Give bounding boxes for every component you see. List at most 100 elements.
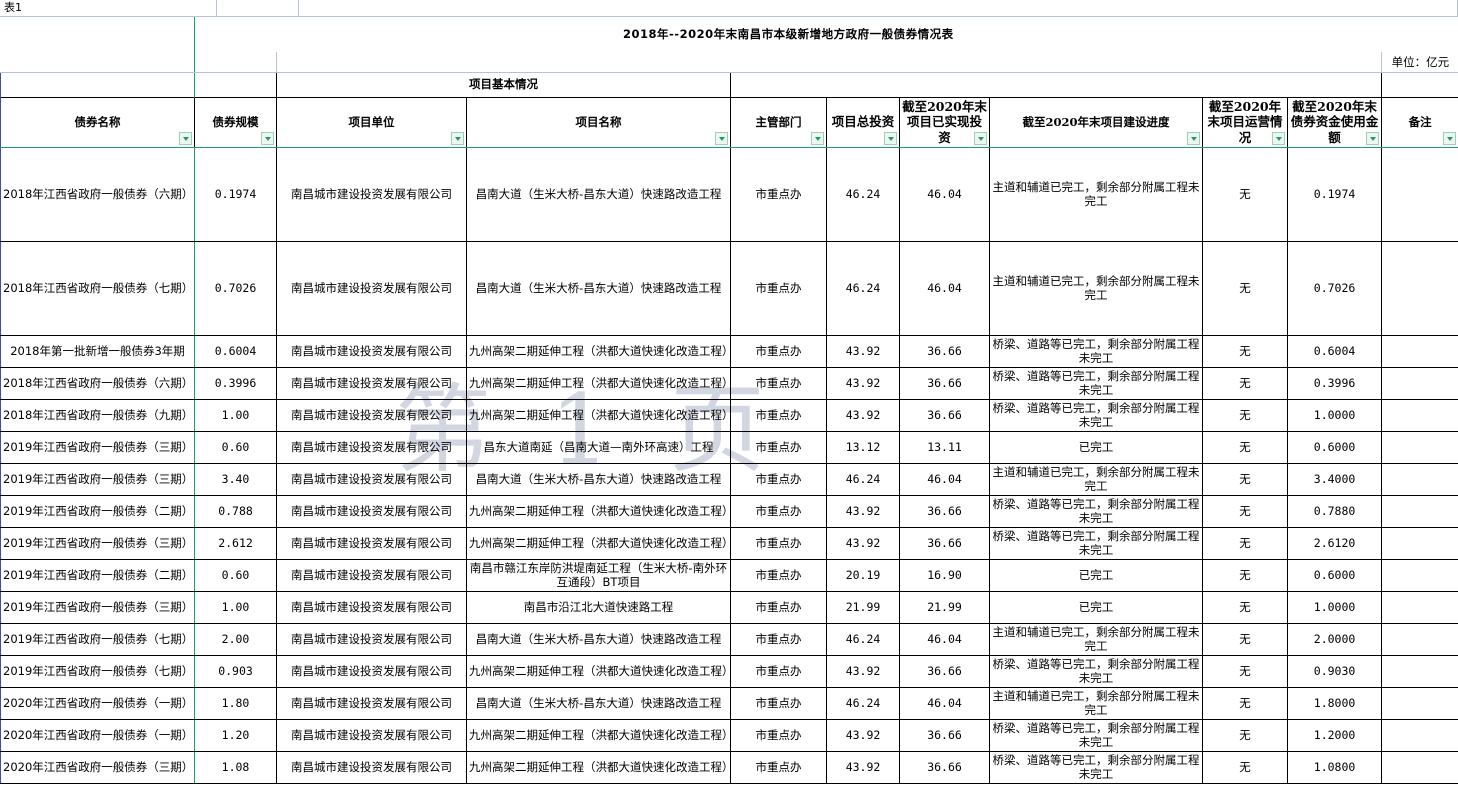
cell-project-name: 九州高架二期延伸工程（洪都大道快速化改造工程） [466,718,731,752]
cell-realized-invest: 36.66 [899,398,990,432]
cell-realized-invest: 13.11 [899,430,990,464]
cell-bond-name: 2019年江西省政府一般债券（二期） [0,494,195,528]
group-header-row: 项目基本情况 [0,71,1458,98]
cell-total-invest: 46.24 [826,462,900,496]
cell-bond-name: 2020年江西省政府一般债券（一期） [0,718,195,752]
cell-bond-scale: 2.612 [194,526,277,560]
table-row[interactable]: 2019年江西省政府一般债券（二期） 0.788 南昌城市建设投资发展有限公司 九州高… [0,494,1458,528]
cell-total-invest: 43.92 [826,750,900,784]
cell-progress: 主道和辅道已完工，剩余部分附属工程未完工 [989,462,1203,496]
cell-project-unit: 南昌城市建设投资发展有限公司 [276,240,467,336]
cell-project-unit: 南昌城市建设投资发展有限公司 [276,462,467,496]
title-spacer-left [0,17,195,52]
filter-dropdown-icon[interactable] [1443,131,1457,145]
col-header-remark-label: 备注 [1408,114,1432,129]
filter-dropdown-icon[interactable] [451,131,464,145]
filter-dropdown-icon[interactable] [974,131,987,145]
cell-total-invest: 43.92 [826,654,900,688]
cell-project-unit: 南昌城市建设投资发展有限公司 [276,718,467,752]
col-header-bond-used[interactable]: 截至2020年末债券资金使用金额 [1286,96,1383,148]
col-header-dept[interactable]: 主管部门 [730,96,827,148]
col-header-progress[interactable]: 截至2020年末项目建设进度 [989,96,1203,148]
table-row[interactable]: 2018年江西省政府一般债券（六期） 0.1974 南昌城市建设投资发展有限公司 昌南… [0,146,1458,242]
table-row[interactable]: 2018年江西省政府一般债券（七期） 0.7026 南昌城市建设投资发展有限公司 昌南… [0,240,1458,336]
cell-dept: 市重点办 [730,686,827,720]
cell-remark [1381,718,1458,752]
cell-bond-scale: 1.00 [194,590,277,624]
cell-total-invest: 21.99 [826,590,900,624]
cell-operation: 无 [1202,558,1288,592]
cell-operation: 无 [1202,430,1288,464]
filter-dropdown-icon[interactable] [179,131,192,145]
col-header-remark[interactable]: 备注 [1381,96,1458,148]
cell-project-unit: 南昌城市建设投资发展有限公司 [276,398,467,432]
table-row[interactable]: 2019年江西省政府一般债券（三期） 0.60 南昌城市建设投资发展有限公司 昌东大道… [0,430,1458,464]
cell-bond-name: 2018年江西省政府一般债券（九期） [0,398,195,432]
cell-operation: 无 [1202,494,1288,528]
table-row[interactable]: 2018年江西省政府一般债券（六期） 0.3996 南昌城市建设投资发展有限公司 九州… [0,366,1458,400]
filter-dropdown-icon[interactable] [715,131,728,145]
table-row[interactable]: 2019年江西省政府一般债券（三期） 1.00 南昌城市建设投资发展有限公司 南昌市沿… [0,590,1458,624]
cell-bond-name: 2018年江西省政府一般债券（七期） [0,240,195,336]
table-row[interactable]: 2019年江西省政府一般债券（三期） 3.40 南昌城市建设投资发展有限公司 昌南大道… [0,462,1458,496]
cell-dept: 市重点办 [730,558,827,592]
table-row[interactable]: 2018年第一批新增一般债券3年期 0.6004 南昌城市建设投资发展有限公司 九州高… [0,334,1458,368]
cell-operation: 无 [1202,146,1288,242]
cell-bond-scale: 1.20 [194,718,277,752]
col-header-bond-scale-label: 债券规模 [212,114,259,129]
cell-bond-scale: 1.00 [194,398,277,432]
table-row[interactable]: 2019年江西省政府一般债券（七期） 2.00 南昌城市建设投资发展有限公司 昌南大道… [0,622,1458,656]
cell-dept: 市重点办 [730,430,827,464]
col-header-total-invest-label: 项目总投资 [831,114,895,130]
cell-dept: 市重点办 [730,366,827,400]
col-header-total-invest[interactable]: 项目总投资 [826,96,900,148]
cell-progress: 已完工 [989,558,1203,592]
cell-project-name: 九州高架二期延伸工程（洪都大道快速化改造工程） [466,750,731,784]
table-row[interactable]: 2018年江西省政府一般债券（九期） 1.00 南昌城市建设投资发展有限公司 九州高架… [0,398,1458,432]
col-header-project-name[interactable]: 项目名称 [466,96,731,148]
col-header-project-name-label: 项目名称 [575,114,622,129]
sheet-tab-label[interactable]: 表1 [4,1,22,14]
column-header-row: 债券名称 债券规模 项目单位 项目名称 主管部门 项目总投资 [0,96,1458,148]
cell-dept: 市重点办 [730,398,827,432]
cell-project-unit: 南昌城市建设投资发展有限公司 [276,590,467,624]
cell-remark [1381,334,1458,368]
table-row[interactable]: 2020年江西省政府一般债券（一期） 1.20 南昌城市建设投资发展有限公司 九州高架… [0,718,1458,752]
col-header-project-unit[interactable]: 项目单位 [276,96,467,148]
unit-spacer-c [276,52,1288,73]
cell-project-unit: 南昌城市建设投资发展有限公司 [276,622,467,656]
col-header-operation-label: 截至2020年末项目运营情况 [1207,99,1283,145]
cell-realized-invest: 36.66 [899,750,990,784]
cell-realized-invest: 36.66 [899,718,990,752]
cell-project-name: 昌南大道（生米大桥-昌东大道）快速路改造工程 [466,240,731,336]
col-header-operation[interactable]: 截至2020年末项目运营情况 [1202,96,1288,148]
cell-project-name: 九州高架二期延伸工程（洪都大道快速化改造工程） [466,334,731,368]
table-row[interactable]: 2019年江西省政府一般债券（二期） 0.60 南昌城市建设投资发展有限公司 南昌市赣… [0,558,1458,592]
cell-total-invest: 46.24 [826,686,900,720]
cell-operation: 无 [1202,240,1288,336]
filter-dropdown-icon[interactable] [1187,131,1200,145]
col-header-bond-scale[interactable]: 债券规模 [194,96,277,148]
cell-remark [1381,494,1458,528]
table-row[interactable]: 2020年江西省政府一般债券（一期） 1.80 南昌城市建设投资发展有限公司 昌南大道… [0,686,1458,720]
cell-bond-name: 2019年江西省政府一般债券（三期） [0,462,195,496]
filter-dropdown-icon[interactable] [261,131,274,145]
cell-project-unit: 南昌城市建设投资发展有限公司 [276,366,467,400]
filter-dropdown-icon[interactable] [811,131,824,145]
filter-dropdown-icon[interactable] [1366,131,1380,145]
cell-project-name: 南昌市沿江北大道快速路工程 [466,590,731,624]
cell-bond-scale: 0.903 [194,654,277,688]
filter-dropdown-icon[interactable] [1272,131,1285,145]
cell-operation: 无 [1202,526,1288,560]
col-header-progress-label: 截至2020年末项目建设进度 [1022,114,1170,129]
table-row[interactable]: 2019年江西省政府一般债券（七期） 0.903 南昌城市建设投资发展有限公司 九州高… [0,654,1458,688]
cell-project-unit: 南昌城市建设投资发展有限公司 [276,686,467,720]
table-row[interactable]: 2019年江西省政府一般债券（三期） 2.612 南昌城市建设投资发展有限公司 九州高… [0,526,1458,560]
table-row[interactable]: 2020年江西省政府一般债券（三期） 1.08 南昌城市建设投资发展有限公司 九州高架… [0,750,1458,784]
filter-dropdown-icon[interactable] [884,131,897,145]
cell-project-unit: 南昌城市建设投资发展有限公司 [276,558,467,592]
cell-project-unit: 南昌城市建设投资发展有限公司 [276,494,467,528]
cell-bond-scale: 1.80 [194,686,277,720]
col-header-bond-name[interactable]: 债券名称 [0,96,195,148]
col-header-realized-invest[interactable]: 截至2020年末项目已实现投资 [899,96,990,148]
